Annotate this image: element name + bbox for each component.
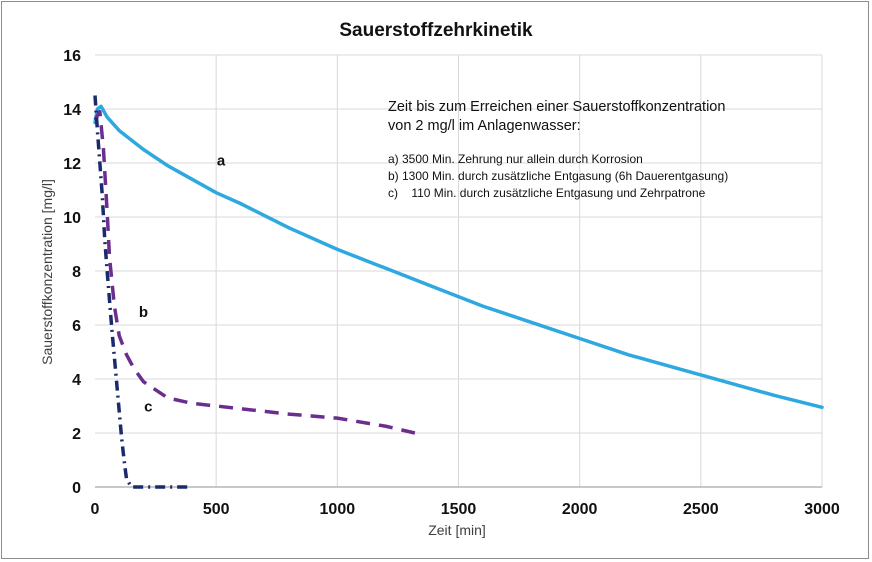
y-tick-label: 16 (63, 48, 81, 65)
annotation-item-a: a) 3500 Min. Zehrung nur allein durch Ko… (388, 152, 643, 166)
x-axis-label: Zeit [min] (428, 522, 486, 538)
x-tick-label: 3000 (804, 501, 840, 518)
series-a-line (93, 104, 824, 410)
y-tick-label: 10 (63, 210, 81, 227)
y-tick-label: 4 (72, 372, 81, 389)
y-tick-label: 2 (72, 426, 81, 443)
annotation-header-line-2: von 2 mg/l im Anlagenwasser: (388, 118, 581, 134)
series-c-line (93, 95, 192, 489)
x-tick-label: 500 (203, 501, 230, 518)
y-tick-label: 12 (63, 156, 81, 173)
annotation-header-line-1: Zeit bis zum Erreichen einer Sauerstoffk… (388, 99, 726, 115)
y-tick-label: 8 (72, 264, 81, 281)
tick-labels: 0 2 4 6 8 10 12 14 16 0 500 1000 1500 2000 2500 3000 (63, 48, 840, 518)
x-tick-label: 1500 (441, 501, 477, 518)
y-tick-label: 6 (72, 318, 81, 335)
series-label-b: b (139, 304, 148, 321)
y-tick-label: 14 (63, 102, 81, 119)
annotation-list: a) 3500 Min. Zehrung nur allein durch Ko… (388, 151, 728, 202)
x-tick-label: 2000 (562, 501, 598, 518)
series-group (93, 95, 824, 489)
annotation-box: Zeit bis zum Erreichen einer Sauerstoffk… (388, 98, 728, 202)
annotation-item-c: c) 110 Min. durch zusätzliche Entgasung … (388, 186, 706, 200)
series-labels: a b c (139, 153, 226, 416)
chart-title: Sauerstoffzehrkinetik (339, 20, 533, 41)
grid-lines (95, 54, 823, 487)
x-tick-label: 1000 (320, 501, 356, 518)
annotation-item-b: b) 1300 Min. durch zusätzliche Entgasung… (388, 169, 729, 183)
x-tick-label: 0 (91, 501, 100, 518)
y-tick-label: 0 (72, 480, 81, 497)
series-b-line (93, 109, 416, 435)
x-tick-label: 2500 (683, 501, 719, 518)
series-label-a: a (217, 153, 226, 170)
y-axis-label: Sauerstoffkonzentration [mg/l] (39, 179, 55, 365)
series-label-c: c (144, 398, 152, 415)
